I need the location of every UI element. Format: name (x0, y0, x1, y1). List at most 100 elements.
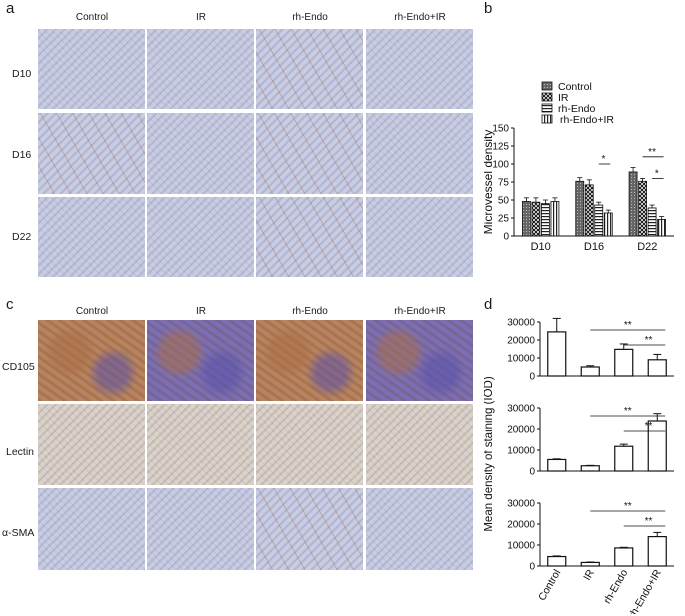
bar-D16-0 (575, 180, 585, 237)
row-label-alpha-sma: α-SMA (2, 527, 35, 539)
micrograph-d22-rh-endo-ir (366, 197, 473, 277)
y-tick-label-1: 25 (498, 214, 510, 225)
sig-label-2-1: ** (645, 516, 653, 527)
x-tick-label-D10: D10 (531, 241, 551, 253)
bar-CD105-1 (580, 366, 600, 377)
y-tick-label-2-2: 20000 (507, 520, 535, 531)
panel-label-a: a (6, 0, 15, 17)
bar-D16-2 (594, 204, 604, 237)
y-tick-label-0-3: 30000 (507, 318, 535, 329)
micrograph-alpha-sma-rh-endo (256, 488, 363, 570)
bar-D10-3 (550, 201, 560, 237)
micrograph-lectin-rh-endo-ir (366, 404, 473, 485)
sig-label-2: * (655, 168, 659, 179)
micrograph-d10-ir (147, 29, 254, 109)
y-tick-label-4: 100 (492, 160, 509, 171)
y-axis-title: Microvessel density (484, 130, 495, 235)
y-tick-label-2-1: 10000 (507, 541, 535, 552)
x-tick-label-D22: D22 (637, 241, 657, 253)
micrograph-d16-rh-endo-ir (366, 113, 473, 194)
sig-label-0-1: ** (645, 335, 653, 346)
chart-mean-density-staining: Mean density of staining (IOD) 0 10000 2000… (484, 318, 674, 614)
bar-D16-1 (584, 184, 594, 237)
y-tick-label-2-0: 0 (529, 562, 535, 573)
y-tick-label-5: 125 (492, 142, 509, 153)
bar-CD105-2 (614, 348, 634, 377)
bar-α-SMA-0 (547, 555, 567, 567)
x-tick-label-0: Control (536, 568, 563, 603)
col-header-rh-endo: rh-Endo (292, 12, 328, 23)
micrograph-alpha-sma-control (38, 488, 145, 570)
micrograph-cd105-ir (147, 320, 254, 401)
x-tick-label-D16: D16 (584, 241, 604, 253)
legend-swatch-2 (541, 103, 553, 113)
bar-α-SMA-2 (614, 547, 634, 567)
bar-D22-2 (647, 207, 657, 237)
legend-swatch-1 (541, 92, 553, 102)
micrograph-lectin-ir (147, 404, 254, 485)
y-tick-label-2-3: 30000 (507, 499, 535, 510)
bar-Lectin-0 (547, 458, 567, 472)
bar-Lectin-1 (580, 465, 600, 472)
row-label-d10: D10 (12, 68, 32, 80)
panel-label-d: d (484, 296, 493, 313)
y-tick-label-0-0: 0 (529, 372, 535, 383)
col-header-control: Control (75, 12, 109, 23)
x-tick-label-1: IR (581, 567, 597, 582)
micrograph-d10-rh-endo-ir (366, 29, 473, 109)
micrograph-cd105-rh-endo (256, 320, 363, 401)
bar-D22-1 (638, 180, 647, 237)
sig-label-0-0: ** (624, 320, 632, 331)
y-tick-label-0-2: 20000 (507, 336, 535, 347)
col-header-control-c: Control (75, 306, 109, 317)
panel-label-b: b (484, 0, 493, 17)
micrograph-d16-control (38, 113, 145, 194)
bar-D22-3 (657, 219, 666, 237)
micrograph-d22-ir (147, 197, 254, 277)
sig-label-2-0: ** (624, 501, 632, 512)
y-tick-label-0: 0 (503, 232, 509, 243)
panel-label-c: c (6, 296, 14, 313)
sig-label-1: ** (648, 147, 656, 158)
micrograph-d16-rh-endo (256, 113, 363, 194)
sig-label-0: * (602, 154, 606, 165)
micrograph-d10-rh-endo (256, 29, 363, 109)
sig-label-1-1: ** (645, 421, 653, 432)
micrograph-d22-rh-endo (256, 197, 363, 277)
y-tick-label-2: 50 (498, 196, 510, 207)
y-tick-label-1-0: 0 (529, 467, 535, 478)
legend-label-1: IR (558, 92, 569, 104)
legend-label-2: rh-Endo (558, 103, 596, 115)
bar-D10-0 (522, 201, 531, 237)
x-tick-label-2: rh-Endo (601, 567, 630, 605)
row-label-cd105: CD105 (2, 361, 35, 373)
micrograph-alpha-sma-ir (147, 488, 254, 570)
col-header-rh-endo-c: rh-Endo (292, 306, 328, 317)
bar-Lectin-2 (614, 445, 634, 472)
col-header-ir: IR (196, 12, 206, 23)
bar-D10-1 (531, 201, 541, 237)
row-label-d22: D22 (12, 231, 32, 243)
col-header-rh-endo-ir: rh-Endo+IR (394, 12, 446, 23)
bar-α-SMA-1 (580, 561, 600, 567)
micrograph-lectin-control (38, 404, 145, 485)
y-tick-label-0-1: 10000 (507, 354, 535, 365)
y-axis-title: Mean density of staining (IOD) (484, 376, 495, 531)
bar-D22-0 (628, 171, 638, 237)
micrograph-cd105-rh-endo-ir (366, 320, 473, 401)
y-tick-label-6: 150 (492, 124, 509, 135)
micrograph-d16-ir (147, 113, 254, 194)
micrograph-d10-control (38, 29, 145, 109)
row-label-d16: D16 (12, 149, 32, 161)
col-header-ir-c: IR (196, 306, 206, 317)
bar-D16-3 (603, 212, 613, 237)
micrograph-cd105-control (38, 320, 145, 401)
micrograph-d22-control (38, 197, 145, 277)
bar-CD105-0 (547, 331, 567, 377)
x-tick-label-3: rh-Endo+IR (626, 567, 664, 614)
legend-label-3: rh-Endo+IR (560, 114, 614, 126)
micrograph-lectin-rh-endo (256, 404, 363, 485)
bar-D10-2 (541, 203, 550, 237)
legend-swatch-0 (541, 81, 553, 91)
